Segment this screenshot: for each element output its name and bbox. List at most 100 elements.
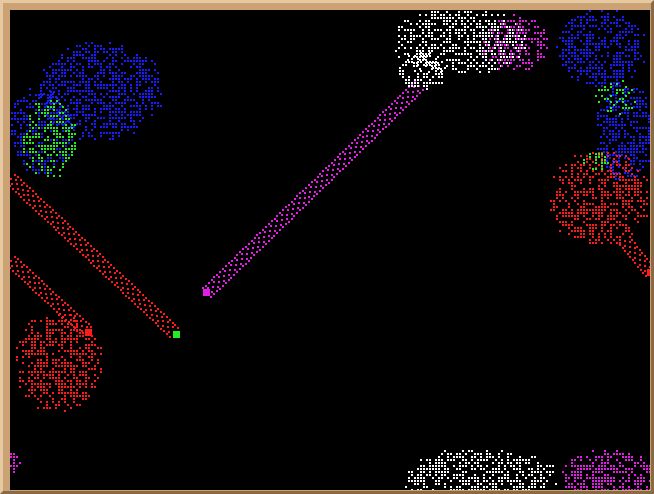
- cell: [648, 139, 650, 141]
- cell: [121, 57, 123, 59]
- cell: [580, 471, 582, 473]
- cell: [395, 50, 397, 52]
- cell: [630, 124, 632, 126]
- cell: [70, 338, 72, 340]
- cell: [636, 157, 638, 159]
- cell: [464, 50, 466, 52]
- game-board[interactable]: [10, 10, 650, 490]
- cell: [115, 72, 117, 74]
- cell: [413, 62, 415, 64]
- cell: [38, 106, 40, 108]
- cell: [580, 40, 582, 42]
- cell: [85, 353, 87, 355]
- cell: [121, 117, 123, 119]
- cell: [136, 111, 138, 113]
- trail-cell: [296, 195, 298, 197]
- cell: [597, 118, 599, 120]
- cell: [604, 221, 606, 223]
- cell: [157, 102, 159, 104]
- trail-cell: [337, 168, 339, 170]
- cell: [58, 90, 60, 92]
- cell: [513, 59, 515, 61]
- cell: [94, 368, 96, 370]
- cell: [29, 166, 31, 168]
- cell: [28, 371, 30, 373]
- cell: [82, 57, 84, 59]
- cell: [94, 54, 96, 56]
- cell: [35, 124, 37, 126]
- cell: [50, 97, 52, 99]
- cell: [625, 22, 627, 24]
- cell: [577, 230, 579, 232]
- cell: [612, 124, 614, 126]
- cell: [61, 320, 63, 322]
- cell: [31, 344, 33, 346]
- cell: [580, 486, 582, 488]
- cell: [586, 40, 588, 42]
- cell: [85, 48, 87, 50]
- cell: [118, 96, 120, 98]
- cell: [613, 218, 615, 220]
- cell: [598, 46, 600, 48]
- cell: [562, 49, 564, 51]
- cell: [438, 73, 440, 75]
- cell: [414, 480, 416, 482]
- trail-cell: [294, 198, 296, 200]
- cell: [589, 224, 591, 226]
- cell: [94, 60, 96, 62]
- cell: [645, 103, 647, 105]
- cell: [82, 90, 84, 92]
- trail-cell: [138, 299, 140, 301]
- cell: [607, 477, 609, 479]
- cell: [401, 26, 403, 28]
- cell: [46, 326, 48, 328]
- trail-cell: [216, 290, 218, 292]
- cell: [604, 477, 606, 479]
- cell: [464, 29, 466, 31]
- cell: [38, 109, 40, 111]
- trail-cell: [304, 197, 306, 199]
- cell: [26, 136, 28, 138]
- cell: [639, 169, 641, 171]
- cell: [53, 118, 55, 120]
- cell: [40, 320, 42, 322]
- cell: [506, 26, 508, 28]
- cell-grid[interactable]: [10, 10, 650, 490]
- cell: [601, 480, 603, 482]
- cell: [444, 486, 446, 488]
- cell: [504, 38, 506, 40]
- cell: [619, 164, 621, 166]
- cell: [14, 130, 16, 132]
- cell: [625, 227, 627, 229]
- cell: [109, 54, 111, 56]
- cell: [480, 465, 482, 467]
- cell: [633, 127, 635, 129]
- cell: [610, 173, 612, 175]
- cell: [411, 58, 413, 60]
- cell: [476, 26, 478, 28]
- cell: [22, 380, 24, 382]
- cell: [121, 129, 123, 131]
- cell: [470, 53, 472, 55]
- cell: [53, 115, 55, 117]
- trail-cell: [401, 102, 403, 104]
- cell: [631, 49, 633, 51]
- cell: [459, 453, 461, 455]
- trail-cell: [50, 211, 52, 213]
- cell: [586, 52, 588, 54]
- cell: [589, 176, 591, 178]
- cell: [47, 139, 49, 141]
- cell: [399, 73, 401, 75]
- cell: [510, 453, 512, 455]
- cell: [68, 118, 70, 120]
- trail-cell: [222, 285, 224, 287]
- cell: [40, 383, 42, 385]
- cell: [97, 377, 99, 379]
- trail-cell: [50, 305, 52, 307]
- cell: [601, 242, 603, 244]
- cell: [613, 73, 615, 75]
- cell: [67, 374, 69, 376]
- cell: [82, 398, 84, 400]
- cell: [521, 41, 523, 43]
- cell: [50, 106, 52, 108]
